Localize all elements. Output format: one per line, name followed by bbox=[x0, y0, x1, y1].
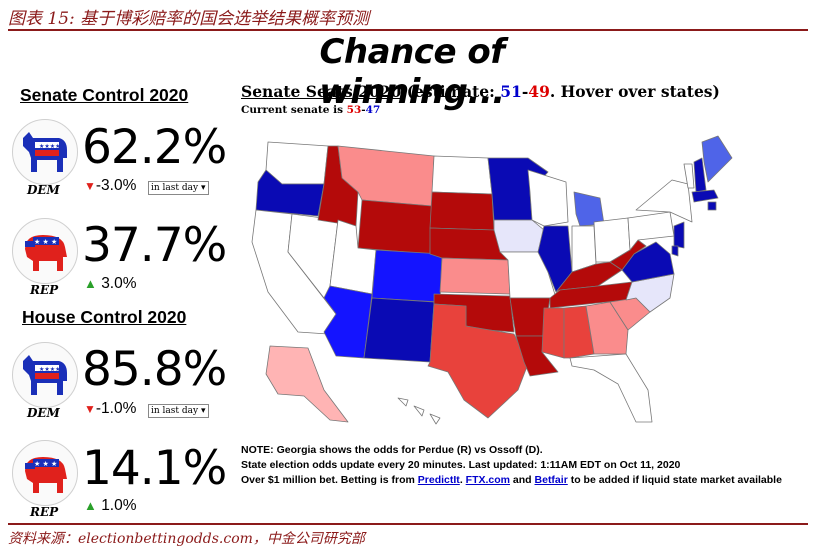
down-arrow-icon: ▼ bbox=[84, 402, 96, 416]
state-az bbox=[323, 285, 373, 359]
map-notes: NOTE: Georgia shows the odds for Perdue … bbox=[241, 443, 782, 488]
dem-label: DEM bbox=[27, 406, 60, 420]
state-or bbox=[255, 169, 325, 217]
democrat-donkey-logo: ★★★★ bbox=[12, 342, 78, 408]
up-arrow-icon: ▲ bbox=[84, 276, 97, 291]
senate-dem-probability: 62.2% bbox=[82, 120, 227, 175]
bottom-rule bbox=[8, 523, 808, 525]
elephant-icon: ★ ★ ★ bbox=[25, 457, 67, 493]
current-dem-seats: 47 bbox=[365, 104, 381, 116]
senate-odds-map[interactable] bbox=[238, 122, 798, 427]
state-nd bbox=[431, 155, 493, 195]
current-senate-line: Current senate is 53-47 bbox=[241, 104, 380, 116]
note-sources-text-a: Over $1 million bet. Betting is from bbox=[241, 474, 418, 486]
predictit-link[interactable]: PredictIt bbox=[417, 474, 460, 486]
house-dem-probability: 85.8% bbox=[82, 342, 227, 397]
svg-text:★★★★: ★★★★ bbox=[39, 143, 61, 150]
estimate-suffix: . Hover over states) bbox=[549, 82, 720, 101]
senate-rep-change: ▲ 3.0% bbox=[84, 275, 137, 293]
house-rep-change: ▲ 1.0% bbox=[84, 497, 137, 515]
state-wy bbox=[357, 199, 433, 255]
state-ak bbox=[265, 345, 349, 423]
republican-elephant-logo: ★ ★ ★ bbox=[12, 440, 78, 506]
state-ga bbox=[585, 301, 629, 355]
top-rule bbox=[8, 29, 808, 31]
up-arrow-icon: ▲ bbox=[84, 498, 97, 513]
state-ks bbox=[439, 257, 511, 295]
state-hi bbox=[397, 397, 441, 425]
senate-control-heading: Senate Control 2020 bbox=[20, 85, 189, 105]
rep-label: REP bbox=[30, 505, 59, 519]
state-ia bbox=[493, 219, 545, 253]
senate-dem-change: ▼-3.0% bbox=[84, 177, 136, 195]
state-sd bbox=[429, 191, 495, 231]
state-fl bbox=[569, 353, 653, 423]
state-ms bbox=[541, 307, 565, 359]
svg-text:★★★★: ★★★★ bbox=[39, 366, 61, 373]
house-rep-probability: 14.1% bbox=[82, 441, 227, 496]
note-sources-text-b: . bbox=[459, 474, 466, 486]
donkey-icon: ★★★★ bbox=[23, 132, 67, 172]
house-dem-change: ▼-1.0% bbox=[84, 400, 136, 418]
house-period-value: in last day bbox=[151, 406, 199, 416]
dem-label: DEM bbox=[27, 183, 60, 197]
page-title: Chance of winning... bbox=[319, 32, 505, 112]
state-nh bbox=[693, 157, 707, 193]
down-arrow-icon: ▼ bbox=[84, 179, 96, 193]
state-mi bbox=[573, 191, 605, 227]
senate-period-value: in last day bbox=[151, 183, 199, 193]
state-ma bbox=[691, 189, 719, 203]
senate-seats-heading: Senate Seats 2020 (estimate: 51-49. Hove… bbox=[241, 82, 720, 101]
donkey-icon: ★★★★ bbox=[23, 355, 67, 395]
note-sources: Over $1 million bet. Betting is from Pre… bbox=[241, 473, 782, 488]
senate-dem-change-value: -3.0% bbox=[95, 177, 137, 194]
us-states-map[interactable] bbox=[238, 122, 798, 427]
state-wi bbox=[527, 169, 569, 227]
current-rep-seats: 53 bbox=[346, 104, 362, 116]
senate-period-select[interactable]: in last day ▾ bbox=[148, 181, 209, 195]
senate-rep-change-value: 3.0% bbox=[101, 275, 137, 292]
betfair-link[interactable]: Betfair bbox=[534, 474, 568, 486]
source-note: 资料来源：electionbettingodds.com，中金公司研究部 bbox=[8, 531, 365, 547]
house-control-heading: House Control 2020 bbox=[22, 307, 187, 327]
dem-seat-estimate: 51 bbox=[500, 82, 522, 101]
elephant-icon: ★ ★ ★ bbox=[25, 235, 67, 271]
note-georgia: NOTE: Georgia shows the odds for Perdue … bbox=[241, 444, 543, 456]
state-me bbox=[701, 135, 733, 183]
ftx-link[interactable]: FTX.com bbox=[465, 474, 510, 486]
figure-caption: 图表 15: 基于博彩赔率的国会选举结果概率预测 bbox=[8, 9, 370, 29]
senate-seats-title: Senate Seats 2020 bbox=[241, 82, 402, 101]
state-vt bbox=[683, 163, 695, 189]
state-co bbox=[371, 249, 443, 303]
chevron-down-icon: ▾ bbox=[200, 183, 206, 193]
rep-label: REP bbox=[30, 283, 59, 297]
state-nm bbox=[363, 297, 435, 363]
state-ri bbox=[707, 201, 717, 211]
house-period-select[interactable]: in last day ▾ bbox=[148, 404, 209, 418]
note-sources-text-c: and bbox=[510, 474, 535, 486]
rep-seat-estimate: 49 bbox=[528, 82, 550, 101]
current-senate-dash: - bbox=[361, 104, 366, 116]
current-senate-prefix: Current senate is bbox=[241, 104, 347, 116]
state-al bbox=[563, 305, 595, 359]
republican-elephant-logo: ★ ★ ★ bbox=[12, 218, 78, 284]
senate-rep-probability: 37.7% bbox=[82, 218, 227, 273]
estimate-prefix: (estimate: bbox=[406, 82, 501, 101]
state-nj bbox=[673, 221, 685, 249]
state-ny bbox=[635, 179, 693, 223]
state-de bbox=[671, 245, 679, 257]
svg-text:★ ★ ★: ★ ★ ★ bbox=[34, 238, 57, 246]
note-update-time: State election odds update every 20 minu… bbox=[241, 459, 681, 471]
house-dem-change-value: -1.0% bbox=[95, 400, 137, 417]
estimate-dash: - bbox=[521, 82, 529, 101]
note-sources-text-d: to be added if liquid state market avail… bbox=[567, 474, 782, 486]
chevron-down-icon: ▾ bbox=[200, 406, 206, 416]
house-rep-change-value: 1.0% bbox=[101, 497, 137, 514]
svg-text:★ ★ ★: ★ ★ ★ bbox=[34, 460, 57, 468]
democrat-donkey-logo: ★★★★ bbox=[12, 119, 78, 185]
state-tx bbox=[427, 303, 529, 419]
state-pa bbox=[627, 211, 675, 251]
